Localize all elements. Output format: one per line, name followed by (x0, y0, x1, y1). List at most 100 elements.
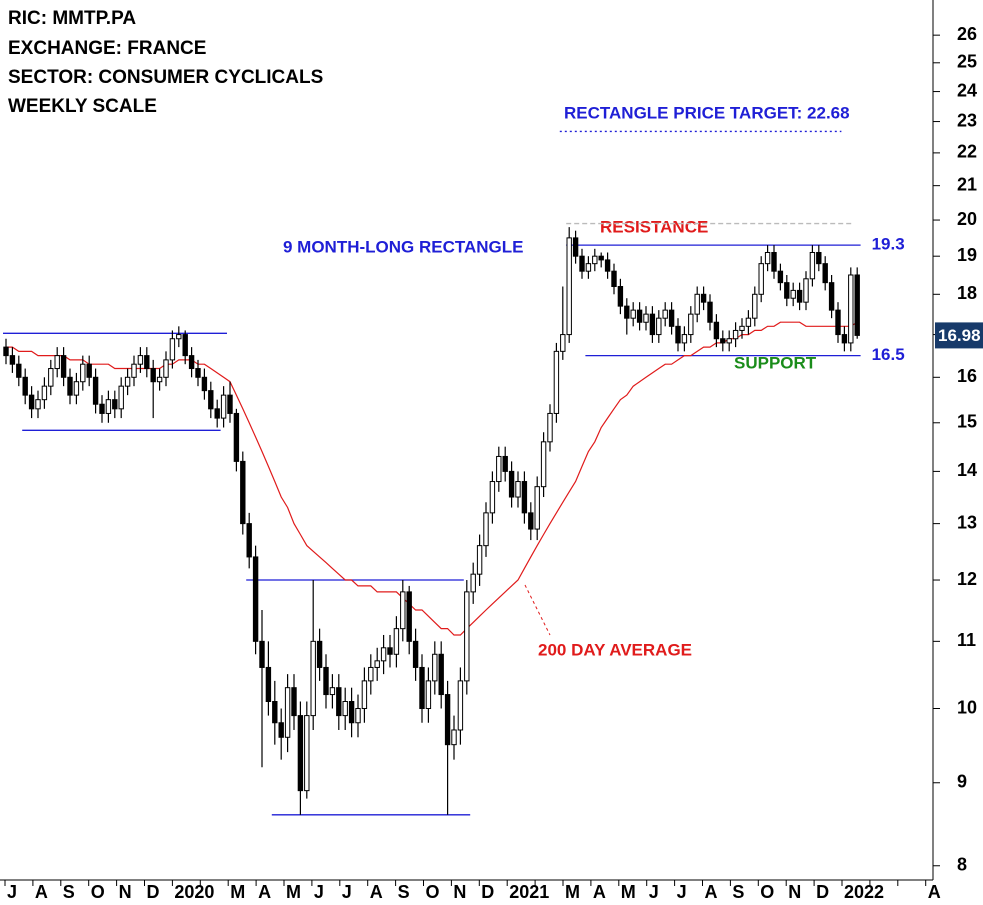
x-tick-label: N (119, 882, 132, 902)
candle-body (694, 293, 700, 315)
candle-body (316, 640, 323, 668)
x-tick-label: J (649, 882, 659, 902)
candle-body (278, 722, 284, 738)
candle-body (227, 394, 233, 414)
candle-body (112, 399, 118, 410)
candle-body (758, 263, 764, 295)
candle-body (86, 363, 92, 378)
candle-body (457, 680, 464, 731)
x-tick-label: A (928, 882, 941, 902)
candle-body (99, 403, 105, 414)
x-tick-label: 2020 (174, 882, 214, 902)
candle-body (579, 255, 585, 272)
candle-body (643, 313, 649, 323)
candle-body (572, 237, 579, 257)
annotation: 9 MONTH-LONG RECTANGLE (283, 237, 524, 256)
candle-body (22, 376, 28, 396)
header-line: WEEKLY SCALE (8, 96, 157, 117)
y-tick-label: 23 (957, 110, 977, 130)
candle-body (515, 481, 521, 498)
x-tick-label: D (481, 882, 494, 902)
candle-body (259, 640, 265, 668)
candle-body (713, 321, 720, 340)
candle-body (496, 455, 502, 483)
candle-body (304, 715, 310, 792)
x-tick-label: O (426, 882, 440, 902)
y-tick-label: 21 (957, 174, 977, 194)
candle-body (547, 412, 553, 443)
annotation: 200 DAY AVERAGE (538, 640, 692, 659)
candle-body (745, 317, 752, 327)
candle-body (560, 334, 566, 352)
y-tick-label: 26 (957, 24, 977, 44)
y-tick-label: 18 (957, 283, 977, 303)
candle-body (700, 293, 707, 303)
y-tick-label: 20 (957, 209, 977, 229)
x-tick-label: A (35, 882, 48, 902)
candle-body (707, 301, 713, 323)
candle-body (393, 628, 400, 655)
candle-body (233, 412, 240, 462)
candle-body (28, 394, 35, 410)
x-tick-label: N (788, 882, 801, 902)
candle-body (150, 368, 156, 383)
candle-body (9, 355, 16, 365)
candle-body (649, 313, 656, 336)
candle-body (188, 355, 195, 370)
candle-body (444, 694, 451, 746)
candle-body (841, 334, 848, 344)
candle-body (163, 359, 169, 378)
candle-body (297, 715, 304, 792)
candle-body (156, 376, 163, 383)
candle-body (16, 363, 22, 378)
candle-body (272, 701, 278, 724)
candle-body (60, 355, 67, 378)
annotation: SUPPORT (734, 353, 817, 372)
annotation: RESISTANCE (600, 217, 708, 236)
candle-body (752, 293, 758, 319)
candle-body (182, 334, 188, 357)
x-tick-label: D (147, 882, 160, 902)
candle-body (732, 329, 739, 340)
candle-body (604, 259, 611, 272)
candle-body (630, 309, 636, 319)
y-tick-label: 19 (957, 245, 977, 265)
candle-body (720, 338, 726, 344)
x-tick-label: J (314, 882, 324, 902)
candle-body (816, 251, 822, 265)
candle-body (195, 368, 201, 378)
candle-body (662, 309, 668, 319)
candle-body (368, 666, 374, 682)
annotation: RECTANGLE PRICE TARGET: 22.68 (564, 103, 850, 122)
candle-body (412, 640, 419, 668)
candle-body (131, 363, 137, 378)
candle-body (124, 376, 131, 387)
candle-body (739, 325, 745, 331)
candle-body (252, 556, 259, 642)
candle-body (323, 666, 329, 696)
candle-body (176, 334, 182, 340)
candle-body (73, 381, 80, 396)
candle-body (764, 251, 771, 265)
x-tick-label: J (677, 882, 687, 902)
candle-body (566, 237, 572, 336)
candle-body (784, 282, 790, 299)
candle-body (681, 334, 688, 344)
candle-body (265, 666, 272, 703)
y-tick-label: 22 (957, 142, 977, 162)
candle-body (291, 687, 297, 717)
candle-body (521, 481, 528, 514)
candle-body (348, 701, 355, 724)
candle-body (432, 653, 438, 682)
candle-body (374, 660, 380, 668)
candle-body (284, 687, 291, 738)
x-tick-label: O (91, 882, 105, 902)
x-tick-label: S (63, 882, 75, 902)
candle-body (553, 350, 560, 414)
candle-body (822, 263, 828, 284)
candle-body (668, 309, 675, 327)
candle-body (502, 455, 508, 472)
y-tick-label: 25 (957, 52, 977, 72)
